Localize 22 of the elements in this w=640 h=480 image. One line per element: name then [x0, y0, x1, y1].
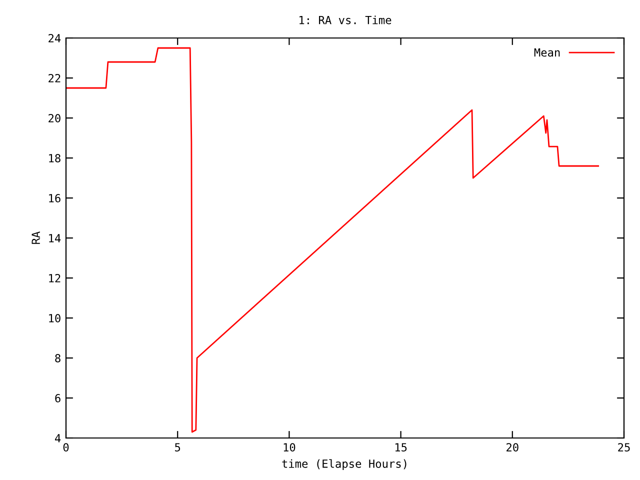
y-tick-label: 20: [48, 114, 60, 122]
x-tick-label: 10: [284, 443, 296, 452]
y-tick-label: 6: [55, 394, 60, 402]
y-tick-label: 16: [49, 194, 60, 202]
y-tick-label: 4: [55, 434, 61, 442]
y-tick-label: 10: [49, 314, 60, 322]
x-tick-label: 5: [175, 443, 180, 452]
y-tick-label: 22: [48, 74, 60, 82]
y-tick-label: 12: [49, 274, 60, 282]
y-tick-label: 24: [48, 34, 61, 42]
y-tick-label: 8: [55, 354, 60, 362]
x-tick-label: 25: [618, 443, 630, 452]
x-tick-label: 20: [506, 443, 518, 452]
legend-label: Mean: [534, 48, 560, 57]
y-tick-label: 14: [49, 234, 61, 242]
x-tick-label: 0: [63, 443, 69, 452]
y-axis-title: RA: [32, 232, 40, 244]
y-tick-label: 18: [49, 154, 60, 162]
x-axis-title: time (Elapse Hours): [282, 459, 406, 470]
x-tick-label: 15: [395, 443, 407, 452]
chart-title: 1: RA vs. Time: [300, 16, 392, 24]
line-series: [66, 47, 600, 433]
